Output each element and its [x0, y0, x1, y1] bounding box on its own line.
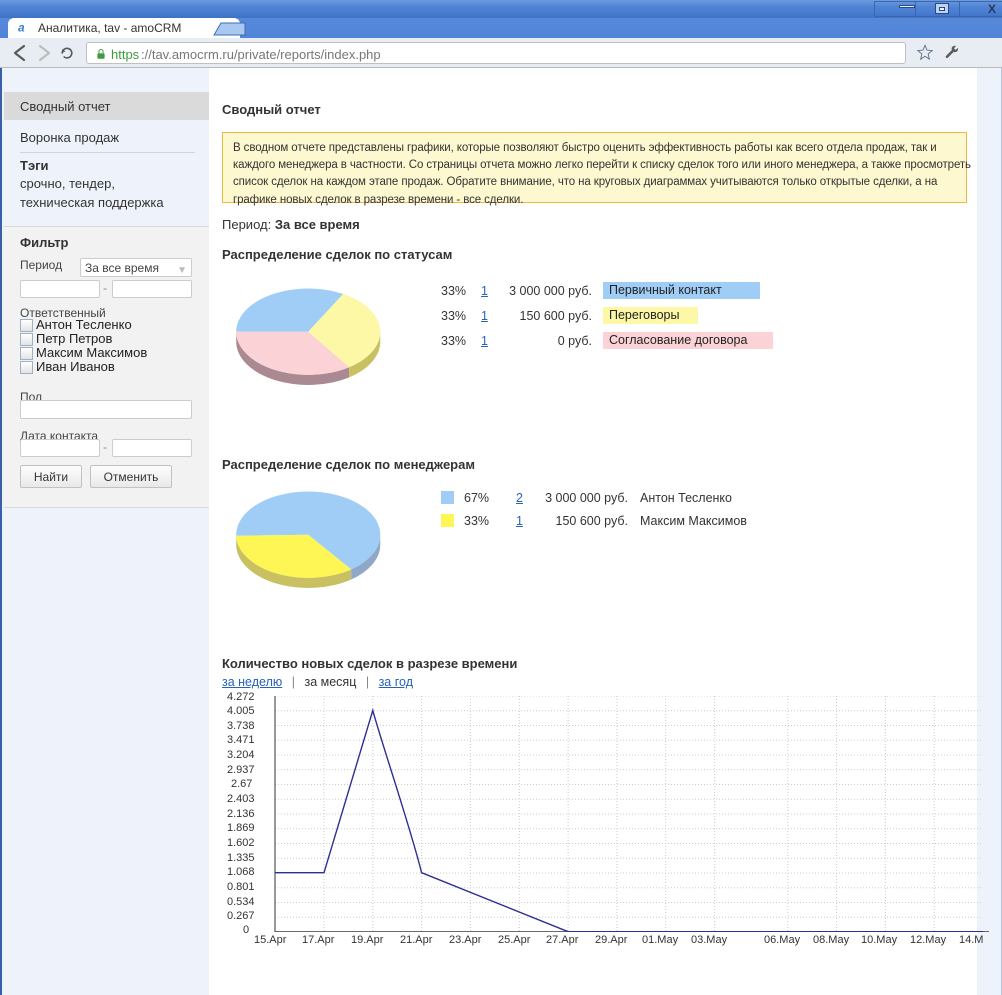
svg-text:a: a: [18, 21, 25, 35]
